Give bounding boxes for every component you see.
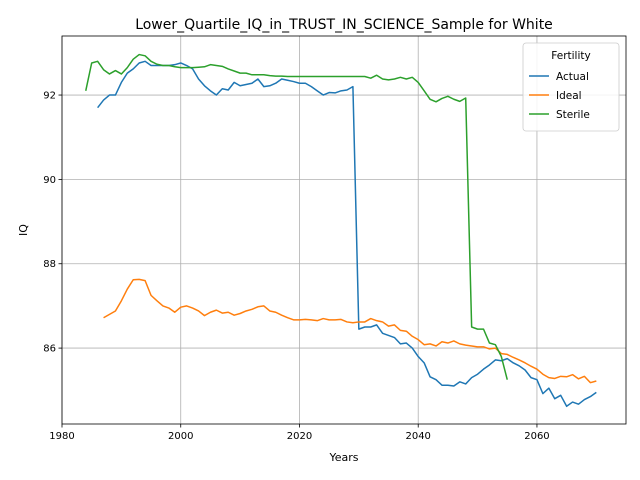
plot-frame xyxy=(61,35,627,425)
series-line-ideal xyxy=(103,278,597,384)
x-tick-label: 2020 xyxy=(287,431,312,442)
legend-items: Actual Ideal Sterile xyxy=(529,71,590,121)
legend-box xyxy=(522,42,620,132)
y-axis-ticks: 86 88 90 92 xyxy=(43,91,62,355)
legend-title: Fertility xyxy=(551,50,590,62)
series-layer xyxy=(85,53,597,408)
x-tick-label: 1980 xyxy=(49,431,74,442)
legend: Fertility Actual Ideal Sterile xyxy=(522,42,620,132)
legend-label-sterile: Sterile xyxy=(556,109,590,121)
series-line-sterile xyxy=(85,53,508,380)
x-axis-label: Years xyxy=(328,451,358,464)
y-tick-label: 90 xyxy=(43,175,56,186)
grid-lines xyxy=(61,36,626,424)
y-tick-label: 86 xyxy=(43,344,56,355)
y-tick-label: 92 xyxy=(43,91,56,102)
legend-label-actual: Actual xyxy=(556,71,589,83)
x-axis-ticks: 1980 2000 2020 2040 2060 xyxy=(49,424,550,442)
y-tick-label: 88 xyxy=(43,259,56,270)
x-tick-label: 2000 xyxy=(168,431,193,442)
x-tick-label: 2040 xyxy=(405,431,430,442)
chart-title: Lower_Quartile_IQ_in_TRUST_IN_SCIENCE_Sa… xyxy=(135,17,553,33)
x-tick-label: 2060 xyxy=(524,431,549,442)
y-axis-label: IQ xyxy=(17,224,30,236)
legend-label-ideal: Ideal xyxy=(556,90,582,102)
series-line-actual xyxy=(97,60,597,408)
